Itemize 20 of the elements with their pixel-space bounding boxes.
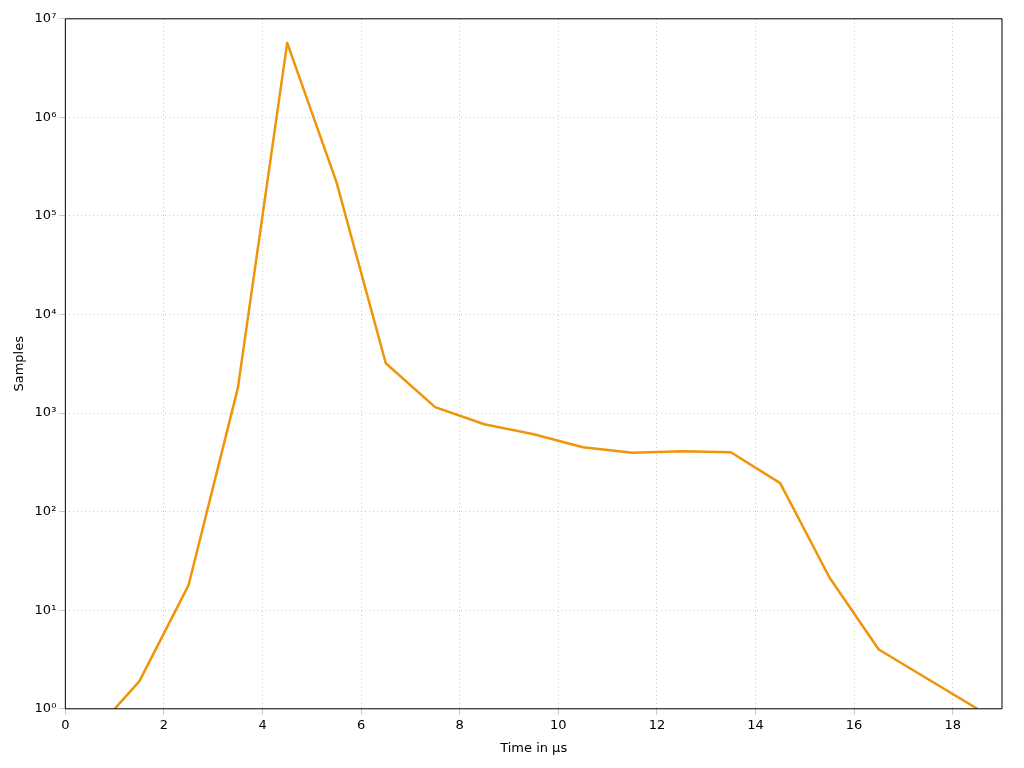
y-tick-label: 10³ <box>34 404 57 420</box>
x-tick-label: 2 <box>159 716 169 732</box>
x-tick-label: 12 <box>648 716 666 732</box>
y-tick-label: 10² <box>34 503 57 519</box>
x-tick-label: 4 <box>258 716 267 732</box>
x-tick-label: 16 <box>845 716 863 732</box>
x-tick-label: 10 <box>550 716 567 732</box>
x-tick-label: 18 <box>944 716 961 732</box>
x-tick-label: 14 <box>747 716 764 732</box>
x-tick-label: 0 <box>61 716 70 732</box>
y-tick-label: 10⁷ <box>34 10 57 26</box>
x-tick-label: 6 <box>357 716 366 732</box>
y-tick-label: 10⁰ <box>34 700 57 716</box>
y-tick-label: 10⁶ <box>34 108 57 124</box>
y-tick-label: 10¹ <box>34 601 57 617</box>
y-tick-label: 10⁵ <box>34 207 57 223</box>
x-tick-label: 8 <box>455 716 464 732</box>
y-tick-label: 10⁴ <box>34 305 57 321</box>
x-axis-title: Time in µs <box>499 739 568 755</box>
y-axis-title: Samples <box>11 335 27 392</box>
